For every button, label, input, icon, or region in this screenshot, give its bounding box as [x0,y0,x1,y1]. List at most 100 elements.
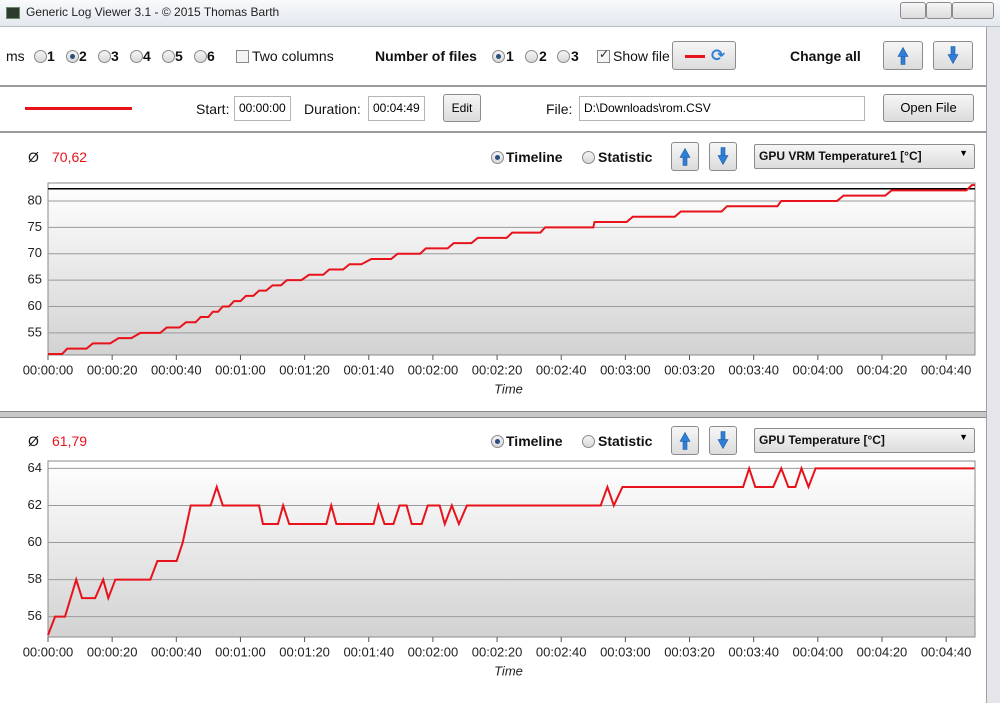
mode-radio[interactable] [582,435,595,448]
avg-symbol: Ø [28,433,39,449]
two-columns-check[interactable] [236,50,249,63]
average-value: 70,62 [52,149,88,165]
y-tick-label: 75 [28,219,42,234]
mode-radio[interactable] [491,435,504,448]
window-title: Generic Log Viewer 3.1 - © 2015 Thomas B… [26,5,280,19]
file-count-radio[interactable] [557,50,570,63]
file-color-line [25,107,132,110]
x-axis-label: Time [494,381,523,396]
x-tick-label: 00:03:00 [600,362,651,377]
x-tick-label: 00:00:40 [151,362,202,377]
x-tick-label: 00:03:40 [728,362,779,377]
sensor-name: GPU Temperature [°C] [759,433,885,447]
x-tick-label: 00:00:20 [87,362,138,377]
x-tick-label: 00:01:00 [215,644,266,659]
x-tick-label: 00:03:40 [728,644,779,659]
up-button[interactable] [671,142,699,171]
x-tick-label: 00:02:20 [472,644,523,659]
up-button[interactable] [671,426,699,455]
separator [0,411,986,418]
x-tick-label: 00:00:20 [87,644,138,659]
close-button[interactable] [952,2,994,19]
arrow-icon [897,46,909,65]
x-tick-label: 00:02:20 [472,362,523,377]
y-tick-label: 60 [28,534,42,549]
number-of-files-label: Number of files [375,48,477,64]
maximize-button[interactable] [926,2,952,19]
y-tick-label: 55 [28,324,42,339]
down-button[interactable] [709,142,737,171]
sensor-dropdown[interactable]: GPU Temperature [°C] ▼ [754,428,975,453]
plot-area [47,182,976,356]
x-tick-label: 00:04:40 [921,644,972,659]
diagrams-label: ms [6,48,25,64]
mode-radio[interactable] [491,151,504,164]
y-tick-label: 60 [28,298,42,313]
diagram-radio[interactable] [98,50,111,63]
x-tick-label: 00:02:00 [408,362,459,377]
x-tick-label: 00:03:20 [664,362,715,377]
up-button[interactable] [883,41,923,70]
y-tick-label: 80 [28,192,42,207]
sensor-name: GPU VRM Temperature1 [°C] [759,149,922,163]
arrow-icon [717,147,729,166]
diagram-count: 1 [47,48,55,64]
x-tick-label: 00:00:00 [23,644,74,659]
duration-label: Duration: [304,101,361,117]
arrow-icon [947,46,959,65]
show-file-label: Show file [613,48,670,64]
down-button[interactable] [709,426,737,455]
file-count: 1 [506,48,514,64]
diagram-count: 4 [143,48,151,64]
diagram-radio[interactable] [162,50,175,63]
y-tick-label: 64 [28,460,42,475]
diagram-count: 3 [111,48,119,64]
start-input[interactable]: 00:00:00 [234,96,291,121]
x-tick-label: 00:02:40 [536,644,587,659]
separator [0,85,986,87]
x-tick-label: 00:02:00 [408,644,459,659]
file-count-radio[interactable] [525,50,538,63]
sensor-dropdown[interactable]: GPU VRM Temperature1 [°C] ▼ [754,144,975,169]
down-button[interactable] [933,41,973,70]
x-tick-label: 00:04:40 [921,362,972,377]
y-tick-label: 70 [28,245,42,260]
mode-radio[interactable] [582,151,595,164]
duration-input[interactable]: 00:04:49 [368,96,425,121]
file-count: 3 [571,48,579,64]
diagram-count: 2 [79,48,87,64]
show-file-check[interactable]: ✓ [597,47,610,63]
x-tick-label: 00:00:00 [23,362,74,377]
x-tick-label: 00:01:40 [343,644,394,659]
mode-label: Statistic [598,149,653,165]
x-tick-label: 00:01:20 [279,644,330,659]
x-tick-label: 00:01:00 [215,362,266,377]
file-input[interactable]: D:\Downloads\rom.CSV [579,96,865,121]
diagram-radio[interactable] [194,50,207,63]
mode-label: Timeline [506,433,563,449]
minimize-button[interactable] [900,2,926,19]
file-count: 2 [539,48,547,64]
file-count-radio[interactable] [492,50,505,63]
diagram-radio[interactable] [66,50,79,63]
start-label: Start: [196,101,230,117]
diagram-count: 5 [175,48,183,64]
diagram-radio[interactable] [130,50,143,63]
color-button[interactable]: ⟳ [672,41,736,70]
open-file-button[interactable]: Open File [883,94,974,122]
y-tick-label: 62 [28,497,42,512]
diagram-radio[interactable] [34,50,47,63]
average-value: 61,79 [52,433,88,449]
x-tick-label: 00:04:00 [793,362,844,377]
separator [0,131,986,133]
two-columns-label: Two columns [252,48,334,64]
diagram-count: 6 [207,48,215,64]
data-line [47,465,975,636]
x-tick-label: 00:00:40 [151,644,202,659]
x-tick-label: 00:04:00 [793,644,844,659]
x-tick-label: 00:04:20 [857,362,908,377]
title-bar [0,0,1000,27]
edit-button[interactable]: Edit [443,94,481,122]
y-tick-label: 56 [28,608,42,623]
